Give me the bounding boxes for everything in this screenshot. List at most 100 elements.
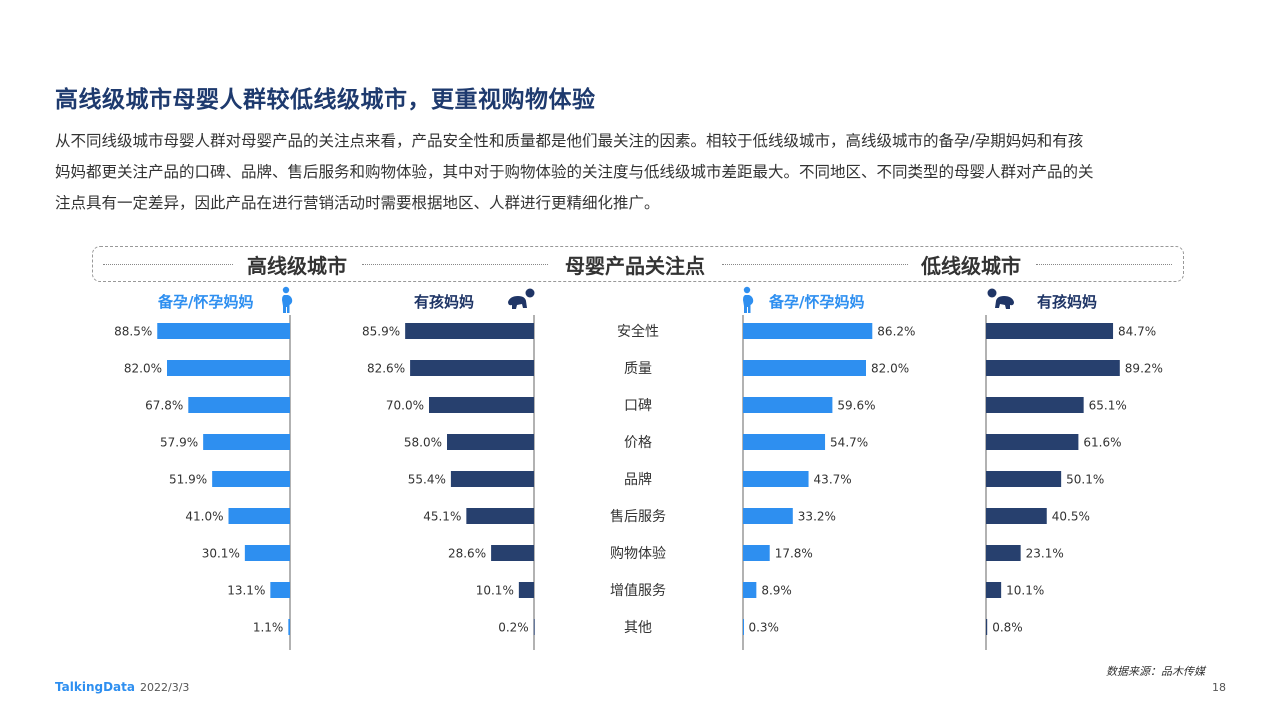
footer-date: 2022/3/3	[140, 681, 190, 694]
data-label: 55.4%	[408, 473, 446, 487]
category-label: 口碑	[624, 398, 652, 414]
data-label: 57.9%	[160, 436, 198, 450]
bar	[447, 434, 534, 450]
header-divider-line	[362, 264, 548, 265]
bar	[986, 434, 1079, 450]
bar	[203, 434, 290, 450]
bar	[518, 582, 534, 598]
data-label: 10.1%	[476, 584, 514, 598]
data-label: 65.1%	[1089, 399, 1127, 413]
bar	[743, 360, 866, 376]
bar	[533, 619, 535, 635]
chart-header-box	[92, 246, 1184, 282]
data-label: 84.7%	[1118, 325, 1156, 339]
header-low-tier: 低线级城市	[921, 254, 1021, 278]
data-label: 10.1%	[1006, 584, 1044, 598]
bar	[986, 545, 1021, 561]
bar	[986, 397, 1084, 413]
bar	[743, 582, 757, 598]
page-title: 高线级城市母婴人群较低线级城市，更重视购物体验	[55, 87, 596, 113]
subgroup-high-pregnant: 备孕/怀孕妈妈	[158, 293, 254, 311]
data-label: 13.1%	[227, 584, 265, 598]
data-label: 33.2%	[798, 510, 836, 524]
bar	[743, 323, 873, 339]
bar	[450, 471, 534, 487]
bar	[986, 619, 988, 635]
bar	[188, 397, 290, 413]
crawling-baby-icon	[987, 288, 1014, 309]
subgroup-low-pregnant: 备孕/怀孕妈妈	[769, 293, 865, 311]
category-label: 价格	[624, 435, 652, 451]
data-label: 23.1%	[1026, 547, 1064, 561]
description-line-1: 从不同线级城市母婴人群对母婴产品的关注点来看，产品安全性和质量都是他们最关注的因…	[55, 132, 1084, 150]
bar	[288, 619, 290, 635]
subgroup-high-mother: 有孩妈妈	[414, 293, 475, 311]
data-label: 0.8%	[992, 621, 1023, 635]
bar	[405, 323, 534, 339]
bar	[986, 582, 1002, 598]
header-divider-line	[1036, 264, 1172, 265]
bar	[466, 508, 534, 524]
data-label: 41.0%	[185, 510, 223, 524]
bar	[986, 323, 1114, 339]
category-label: 售后服务	[610, 509, 666, 525]
description-line-3: 注点具有一定差异，因此产品在进行营销活动时需要根据地区、人群进行更精细化推广。	[55, 194, 660, 212]
data-label: 17.8%	[775, 547, 813, 561]
bar	[410, 360, 534, 376]
data-label: 82.6%	[367, 362, 405, 376]
bar	[743, 508, 793, 524]
crawling-baby-icon	[508, 288, 535, 309]
bar	[743, 434, 826, 450]
header-focus-points: 母婴产品关注点	[565, 254, 705, 278]
data-label: 67.8%	[145, 399, 183, 413]
pregnant-woman-icon	[282, 286, 293, 313]
talkingdata-logo: TalkingData	[55, 680, 135, 694]
bar	[491, 545, 534, 561]
bar	[270, 582, 290, 598]
bar	[157, 323, 290, 339]
data-label: 28.6%	[448, 547, 486, 561]
header-divider-line	[722, 264, 908, 265]
data-label: 43.7%	[814, 473, 852, 487]
data-label: 59.6%	[837, 399, 875, 413]
bar	[986, 508, 1047, 524]
data-label: 1.1%	[253, 621, 284, 635]
category-label: 质量	[624, 361, 652, 377]
bar	[228, 508, 290, 524]
data-label: 50.1%	[1066, 473, 1104, 487]
data-label: 58.0%	[404, 436, 442, 450]
data-label: 82.0%	[124, 362, 162, 376]
category-label: 增值服务	[610, 583, 666, 599]
category-label: 其他	[624, 620, 652, 636]
subgroup-low-mother: 有孩妈妈	[1037, 293, 1098, 311]
data-label: 89.2%	[1125, 362, 1163, 376]
bar	[743, 397, 833, 413]
description: 从不同线级城市母婴人群对母婴产品的关注点来看，产品安全性和质量都是他们最关注的因…	[55, 126, 1225, 219]
category-label: 购物体验	[610, 546, 666, 562]
data-label: 40.5%	[1052, 510, 1090, 524]
data-label: 86.2%	[877, 325, 915, 339]
bar	[986, 471, 1062, 487]
bar	[212, 471, 290, 487]
description-line-2: 妈妈都更关注产品的口碑、品牌、售后服务和购物体验，其中对于购物体验的关注度与低线…	[55, 163, 1094, 181]
data-label: 0.3%	[748, 621, 779, 635]
data-label: 51.9%	[169, 473, 207, 487]
bar	[743, 545, 770, 561]
data-label: 88.5%	[114, 325, 152, 339]
data-label: 30.1%	[202, 547, 240, 561]
bar	[167, 360, 290, 376]
header-high-tier: 高线级城市	[247, 254, 347, 278]
data-label: 61.6%	[1083, 436, 1121, 450]
data-label: 70.0%	[386, 399, 424, 413]
page-number: 18	[1212, 681, 1226, 694]
pregnant-woman-icon	[743, 286, 754, 313]
data-label: 54.7%	[830, 436, 868, 450]
data-source: 数据来源：品木传媒	[1106, 665, 1205, 678]
bar	[986, 360, 1120, 376]
data-label: 85.9%	[362, 325, 400, 339]
data-label: 8.9%	[761, 584, 792, 598]
data-label: 82.0%	[871, 362, 909, 376]
category-label: 安全性	[617, 323, 659, 340]
data-label: 0.2%	[498, 621, 529, 635]
